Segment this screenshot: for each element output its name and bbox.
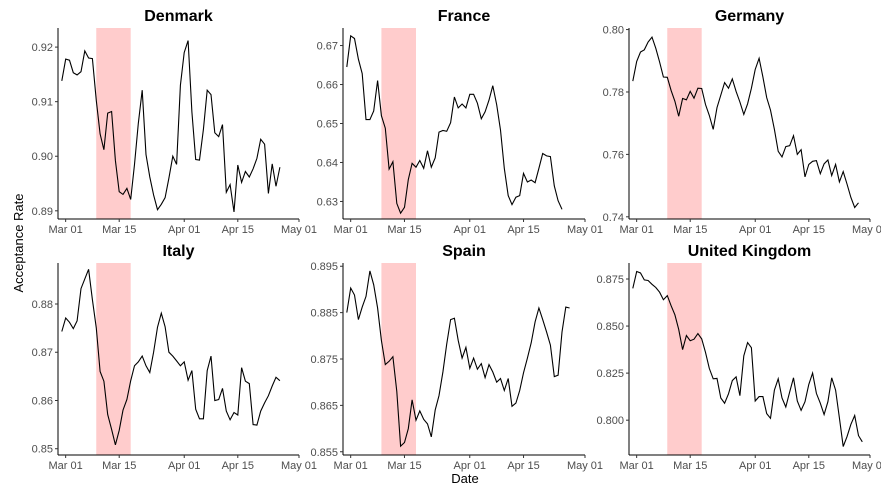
y-tick-label: 0.74 [603, 212, 624, 224]
y-tick-label: 0.875 [310, 354, 338, 366]
y-tick-label: 0.850 [596, 321, 624, 333]
y-tick-label: 0.88 [32, 299, 53, 311]
y-tick-label: 0.92 [32, 42, 53, 54]
x-axis-title: Date [451, 471, 478, 486]
y-tick-label: 0.87 [32, 347, 53, 359]
x-tick-label: May 01 [567, 224, 603, 236]
shaded-period [667, 263, 702, 455]
y-tick-label: 0.65 [317, 119, 338, 131]
series-line [346, 34, 563, 215]
panel-title: Germany [715, 8, 784, 25]
x-tick-label: May 01 [281, 224, 317, 236]
x-tick-label: Apr 15 [793, 460, 825, 472]
x-tick-label: Apr 15 [222, 224, 254, 236]
x-tick-label: Apr 01 [454, 460, 486, 472]
x-tick-label: Mar 01 [620, 224, 654, 236]
y-tick-label: 0.63 [317, 196, 338, 208]
x-tick-label: Apr 01 [739, 460, 771, 472]
x-tick-label: Apr 15 [507, 224, 539, 236]
panel-0: 0.89 0.90 0.91 0.92 Mar 01 Mar 15 Apr 01 Apr 15… [32, 8, 317, 236]
x-tick-label: May 01 [281, 460, 317, 472]
y-tick-label: 0.89 [32, 206, 53, 218]
x-tick-label: Mar 15 [102, 224, 136, 236]
x-tick-label: Apr 01 [168, 224, 200, 236]
x-tick-label: Mar 01 [49, 224, 83, 236]
x-tick-label: Mar 15 [387, 460, 421, 472]
x-tick-label: May 01 [852, 224, 881, 236]
panel-5: 0.800 0.825 0.850 0.875 Mar 01 Mar 15 Apr 01 Ap… [596, 243, 881, 472]
panel-title: Denmark [144, 8, 213, 25]
shaded-period [96, 28, 131, 219]
series-line [632, 35, 859, 209]
x-tick-label: Apr 01 [454, 224, 486, 236]
y-tick-label: 0.90 [32, 151, 53, 163]
x-tick-label: Mar 01 [334, 224, 368, 236]
chart-panels: 0.89 0.90 0.91 0.92 Mar 01 Mar 15 Apr 01 Apr 15… [32, 8, 881, 472]
x-tick-label: Mar 01 [620, 460, 654, 472]
y-axis-title: Acceptance Rate [11, 193, 26, 292]
y-tick-label: 0.800 [596, 415, 624, 427]
x-tick-label: Mar 15 [387, 224, 421, 236]
series-line [632, 270, 863, 447]
y-tick-label: 0.895 [310, 261, 338, 273]
panel-1: 0.63 0.64 0.65 0.66 0.67 Mar 01 Mar 15 Apr 01 Ap… [317, 8, 603, 236]
y-tick-label: 0.885 [310, 308, 338, 320]
panel-title: Spain [442, 243, 486, 260]
x-tick-label: May 01 [852, 460, 881, 472]
x-tick-label: May 01 [567, 460, 603, 472]
y-tick-label: 0.80 [603, 25, 624, 37]
shaded-period [96, 263, 131, 455]
y-tick-label: 0.78 [603, 87, 624, 99]
panel-3: 0.85 0.86 0.87 0.88 Mar 01 Mar 15 Apr 01 Apr 15… [32, 243, 317, 472]
panel-4: 0.855 0.865 0.875 0.885 0.895 Mar 01 Mar 15 Apr… [310, 243, 603, 472]
series-line [61, 269, 281, 446]
x-tick-label: Apr 15 [222, 460, 254, 472]
y-tick-label: 0.67 [317, 41, 338, 53]
panel-title: France [438, 8, 491, 25]
y-tick-label: 0.86 [32, 395, 53, 407]
y-tick-label: 0.875 [596, 274, 624, 286]
x-tick-label: Mar 01 [49, 460, 83, 472]
y-tick-label: 0.85 [32, 444, 53, 456]
y-tick-label: 0.825 [596, 368, 624, 380]
y-tick-label: 0.64 [317, 157, 338, 169]
x-tick-label: Apr 01 [739, 224, 771, 236]
panel-title: United Kingdom [688, 243, 812, 260]
x-tick-label: Apr 15 [793, 224, 825, 236]
panel-title: Italy [162, 243, 194, 260]
y-tick-label: 0.76 [603, 149, 624, 161]
y-tick-label: 0.66 [317, 80, 338, 92]
x-tick-label: Apr 15 [507, 460, 539, 472]
y-tick-label: 0.91 [32, 97, 53, 109]
x-tick-label: Mar 15 [102, 460, 136, 472]
y-tick-label: 0.855 [310, 447, 338, 459]
x-tick-label: Apr 01 [168, 460, 200, 472]
shaded-period [381, 28, 416, 219]
shaded-period [667, 28, 702, 219]
y-tick-label: 0.865 [310, 400, 338, 412]
x-tick-label: Mar 15 [673, 224, 707, 236]
x-tick-label: Mar 01 [334, 460, 368, 472]
x-tick-label: Mar 15 [673, 460, 707, 472]
panel-2: 0.74 0.76 0.78 0.80 Mar 01 Mar 15 Apr 01 Apr 15… [603, 8, 881, 236]
series-line [346, 270, 570, 448]
series-line [61, 40, 281, 212]
